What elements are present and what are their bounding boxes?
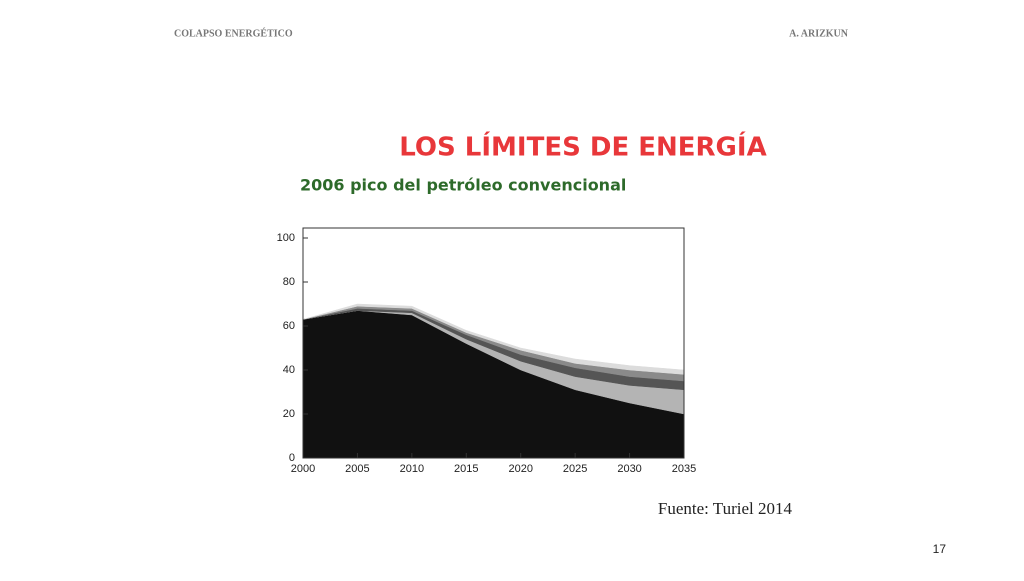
x-tick-label: 2035 [672, 463, 696, 475]
x-tick-label: 2000 [291, 463, 315, 475]
y-tick-label: 100 [277, 232, 295, 244]
x-tick-label: 2020 [508, 463, 532, 475]
y-tick-label: 80 [283, 276, 295, 288]
source: Fuente: Turiel 2014 [658, 499, 793, 518]
subtitle: 2006 pico del petróleo convencional [300, 176, 626, 195]
header-right: A. ARIZKUN [789, 28, 849, 39]
y-tick-label: 40 [283, 364, 295, 376]
x-tick-label: 2025 [563, 463, 587, 475]
y-tick-label: 60 [283, 320, 295, 332]
chart: 0 20 40 60 80 100 2000 2005 2010 2015 2020 2025 2030… [277, 232, 697, 475]
x-tick-label: 2030 [617, 463, 641, 475]
slide-title: LOS LÍMITES DE ENERGÍA [399, 131, 766, 163]
x-tick-label: 2005 [345, 463, 369, 475]
y-tick-label: 20 [283, 408, 295, 420]
page-number: 17 [933, 542, 947, 556]
y-tick-label: 0 [289, 452, 295, 464]
header-left: COLAPSO ENERGÉTICO [174, 27, 293, 39]
plot-frame [302, 227, 685, 459]
x-tick-label: 2015 [454, 463, 478, 475]
x-tick-label: 2010 [400, 463, 424, 475]
